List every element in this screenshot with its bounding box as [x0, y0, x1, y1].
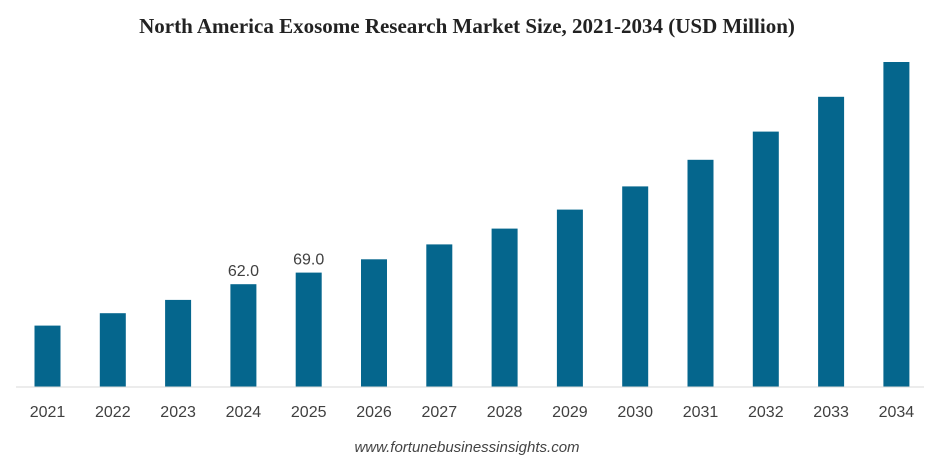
bars-layer — [34, 62, 910, 388]
x-tick-label-2027: 2027 — [422, 404, 458, 421]
x-tick-label-2023: 2023 — [160, 404, 196, 421]
x-tick-label-2024: 2024 — [226, 404, 262, 421]
bar-2030 — [622, 186, 649, 387]
bar-2021 — [34, 325, 61, 387]
x-tick-label-2021: 2021 — [30, 404, 66, 421]
bar-2025 — [295, 272, 322, 387]
bar-2023 — [165, 299, 192, 387]
x-tick-label-2028: 2028 — [487, 404, 523, 421]
x-tick-label-2033: 2033 — [813, 404, 849, 421]
x-tick-label-2025: 2025 — [291, 404, 327, 421]
bar-2022 — [99, 313, 126, 387]
source-credit: www.fortunebusinessinsights.com — [354, 439, 580, 456]
data-labels-layer: 62.0 69.0 — [228, 252, 325, 281]
data-label-2024: 62.0 — [228, 263, 259, 280]
bar-2033 — [818, 96, 845, 388]
x-tick-label-2034: 2034 — [879, 404, 915, 421]
x-tick-label-2031: 2031 — [683, 404, 719, 421]
bar-2024 — [230, 284, 257, 387]
bar-2034 — [883, 62, 910, 387]
bar-2028 — [491, 228, 518, 387]
data-label-2025: 69.0 — [293, 252, 324, 269]
bar-2029 — [556, 209, 583, 387]
x-tick-label-2030: 2030 — [617, 404, 653, 421]
x-tick-labels-layer: 2021 2022 2023 2024 2025 2026 2027 2028 2029 2030… — [30, 404, 915, 421]
chart-title: North America Exosome Research Market Si… — [139, 14, 795, 38]
x-tick-label-2029: 2029 — [552, 404, 588, 421]
x-tick-label-2022: 2022 — [95, 404, 131, 421]
x-tick-label-2032: 2032 — [748, 404, 784, 421]
bar-2031 — [687, 159, 714, 387]
bar-2032 — [752, 131, 779, 387]
bar-2026 — [361, 259, 387, 387]
x-tick-label-2026: 2026 — [356, 404, 392, 421]
bar-2027 — [426, 244, 453, 387]
